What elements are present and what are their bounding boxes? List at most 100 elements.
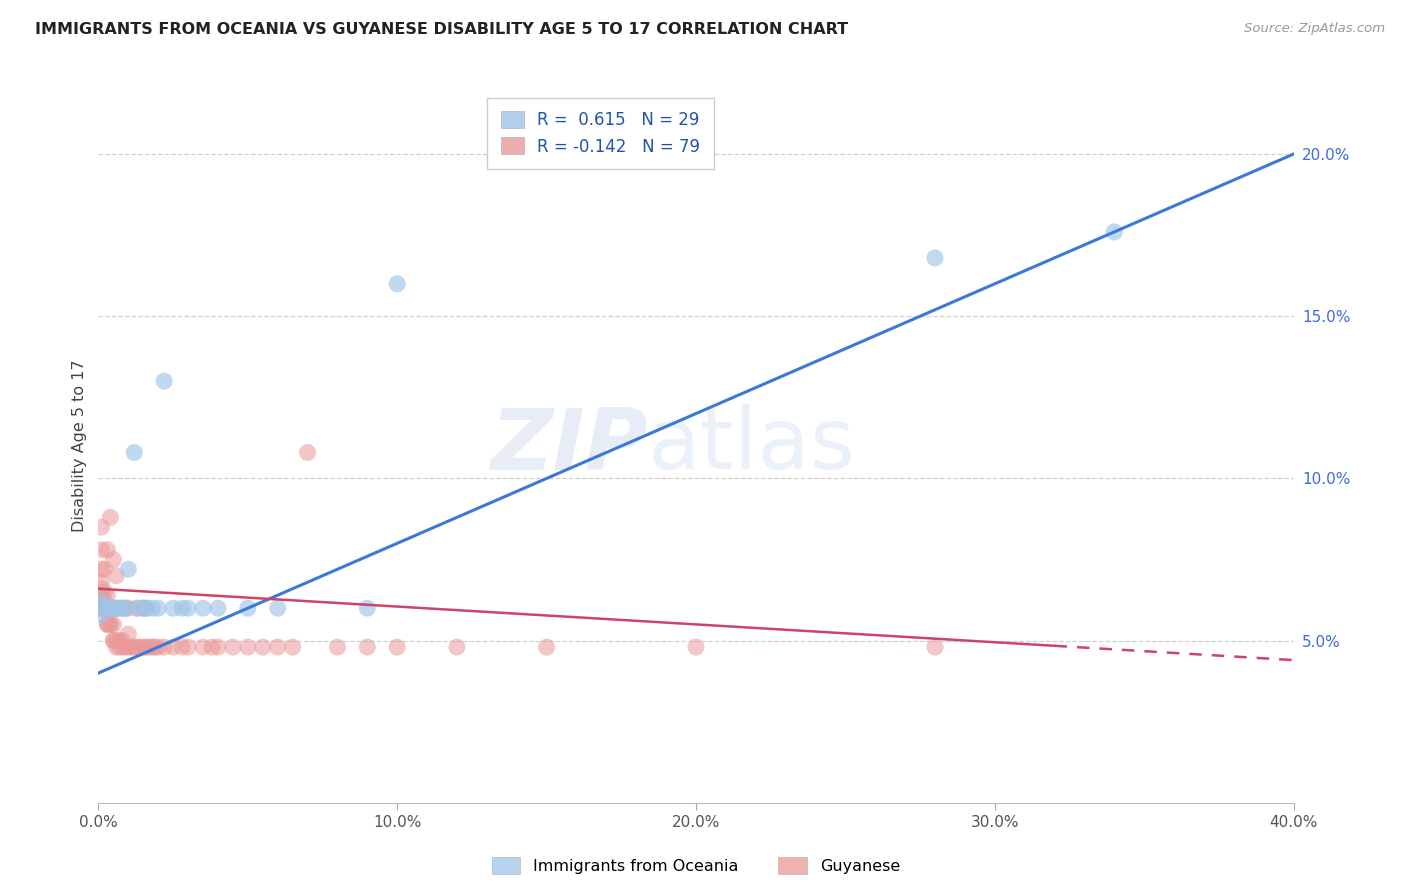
Point xyxy=(129,640,152,654)
Point xyxy=(93,585,115,599)
Point xyxy=(177,601,200,615)
Point xyxy=(141,640,163,654)
Point xyxy=(132,640,155,654)
Point xyxy=(141,601,163,615)
Point xyxy=(267,640,290,654)
Point xyxy=(96,617,118,632)
Point xyxy=(162,601,184,615)
Point xyxy=(93,601,115,615)
Point xyxy=(93,601,115,615)
Point xyxy=(162,640,184,654)
Y-axis label: Disability Age 5 to 17: Disability Age 5 to 17 xyxy=(72,359,87,533)
Point xyxy=(90,595,112,609)
Point xyxy=(111,640,134,654)
Point xyxy=(356,601,378,615)
Text: ZIP: ZIP xyxy=(491,404,648,488)
Point xyxy=(90,588,112,602)
Point xyxy=(685,640,707,654)
Point xyxy=(356,640,378,654)
Point xyxy=(236,601,259,615)
Point xyxy=(90,601,112,615)
Point xyxy=(153,374,176,388)
Point xyxy=(96,588,118,602)
Point xyxy=(103,633,125,648)
Point xyxy=(114,601,136,615)
Point xyxy=(117,601,139,615)
Point xyxy=(132,601,155,615)
Point xyxy=(93,595,115,609)
Point xyxy=(103,617,125,632)
Point xyxy=(100,510,122,524)
Point xyxy=(207,601,229,615)
Point xyxy=(127,601,149,615)
Point xyxy=(191,601,214,615)
Point xyxy=(90,575,112,590)
Point xyxy=(103,601,125,615)
Point xyxy=(100,601,122,615)
Point xyxy=(207,640,229,654)
Point xyxy=(105,633,128,648)
Point xyxy=(120,640,142,654)
Point xyxy=(385,640,409,654)
Point xyxy=(148,601,170,615)
Point xyxy=(138,640,160,654)
Point xyxy=(117,562,139,576)
Point xyxy=(100,601,122,615)
Point xyxy=(111,633,134,648)
Point xyxy=(924,251,946,265)
Point xyxy=(105,640,128,654)
Point xyxy=(100,617,122,632)
Point xyxy=(135,601,157,615)
Point xyxy=(108,601,131,615)
Point xyxy=(135,640,157,654)
Point xyxy=(297,445,319,459)
Point xyxy=(90,601,112,615)
Text: IMMIGRANTS FROM OCEANIA VS GUYANESE DISABILITY AGE 5 TO 17 CORRELATION CHART: IMMIGRANTS FROM OCEANIA VS GUYANESE DISA… xyxy=(35,22,848,37)
Point xyxy=(252,640,274,654)
Point xyxy=(96,601,118,615)
Point xyxy=(172,601,194,615)
Point xyxy=(93,601,115,615)
Point xyxy=(135,601,157,615)
Point xyxy=(105,601,128,615)
Point xyxy=(103,552,125,566)
Point xyxy=(148,640,170,654)
Point xyxy=(93,601,115,615)
Point xyxy=(201,640,224,654)
Point xyxy=(1104,225,1126,239)
Point xyxy=(385,277,409,291)
Point xyxy=(103,633,125,648)
Point xyxy=(446,640,468,654)
Point xyxy=(127,640,149,654)
Point xyxy=(114,640,136,654)
Point xyxy=(177,640,200,654)
Point xyxy=(924,640,946,654)
Point xyxy=(90,562,112,576)
Point xyxy=(111,601,134,615)
Point xyxy=(103,601,125,615)
Point xyxy=(124,445,146,459)
Text: atlas: atlas xyxy=(648,404,856,488)
Point xyxy=(153,640,176,654)
Point xyxy=(105,601,128,615)
Point xyxy=(172,640,194,654)
Point xyxy=(105,568,128,582)
Point xyxy=(96,542,118,557)
Point xyxy=(536,640,558,654)
Point xyxy=(326,640,349,654)
Text: Source: ZipAtlas.com: Source: ZipAtlas.com xyxy=(1244,22,1385,36)
Point xyxy=(100,617,122,632)
Point xyxy=(117,640,139,654)
Legend: Immigrants from Oceania, Guyanese: Immigrants from Oceania, Guyanese xyxy=(485,851,907,880)
Point xyxy=(90,520,112,534)
Point xyxy=(127,601,149,615)
Point xyxy=(191,640,214,654)
Point xyxy=(117,627,139,641)
Point xyxy=(90,582,112,596)
Point xyxy=(114,601,136,615)
Point xyxy=(124,640,146,654)
Point xyxy=(108,640,131,654)
Point xyxy=(111,601,134,615)
Point xyxy=(96,617,118,632)
Point xyxy=(108,601,131,615)
